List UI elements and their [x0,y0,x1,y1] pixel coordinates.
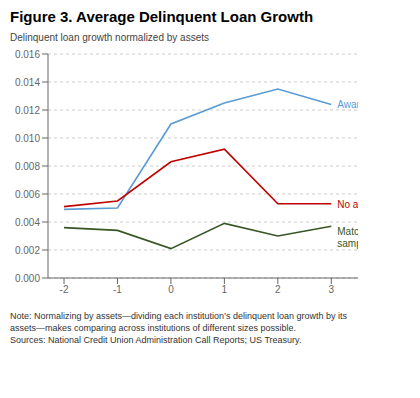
svg-text:0.000: 0.000 [15,273,40,284]
html-text:Delinquent loan growth normali: Delinquent loan growth normalized by ass… [10,32,209,43]
svg-text:0.002: 0.002 [15,245,40,256]
svg-text:0.010: 0.010 [15,133,40,144]
svg-text:0.012: 0.012 [15,105,40,116]
svg-text:No award: No award [337,199,358,210]
svg-text:Matchedsample: Matchedsample [337,226,358,249]
svg-text:0.014: 0.014 [15,77,40,88]
svg-text:0.008: 0.008 [15,161,40,172]
svg-text:-2: -2 [60,284,69,295]
svg-text:2: 2 [275,284,281,295]
html-text:Note: Normalizing by assets—di: Note: Normalizing by assets—dividing eac… [10,311,347,321]
svg-text:0.006: 0.006 [15,189,40,200]
svg-text:0: 0 [168,284,174,295]
svg-text:-1: -1 [113,284,122,295]
svg-text:3: 3 [328,284,334,295]
svg-text:1: 1 [222,284,228,295]
html-text:Sources: National Credit Union: Sources: National Credit Union Administr… [10,335,302,345]
svg-text:0.016: 0.016 [15,49,40,60]
svg-text:Award: Award [337,99,358,110]
html-text:assets—makes comparing across: assets—makes comparing across institutio… [10,323,296,333]
html-text:Figure 3. Average Delinquent L: Figure 3. Average Delinquent Loan Growth [10,8,314,25]
svg-text:0.004: 0.004 [15,217,40,228]
